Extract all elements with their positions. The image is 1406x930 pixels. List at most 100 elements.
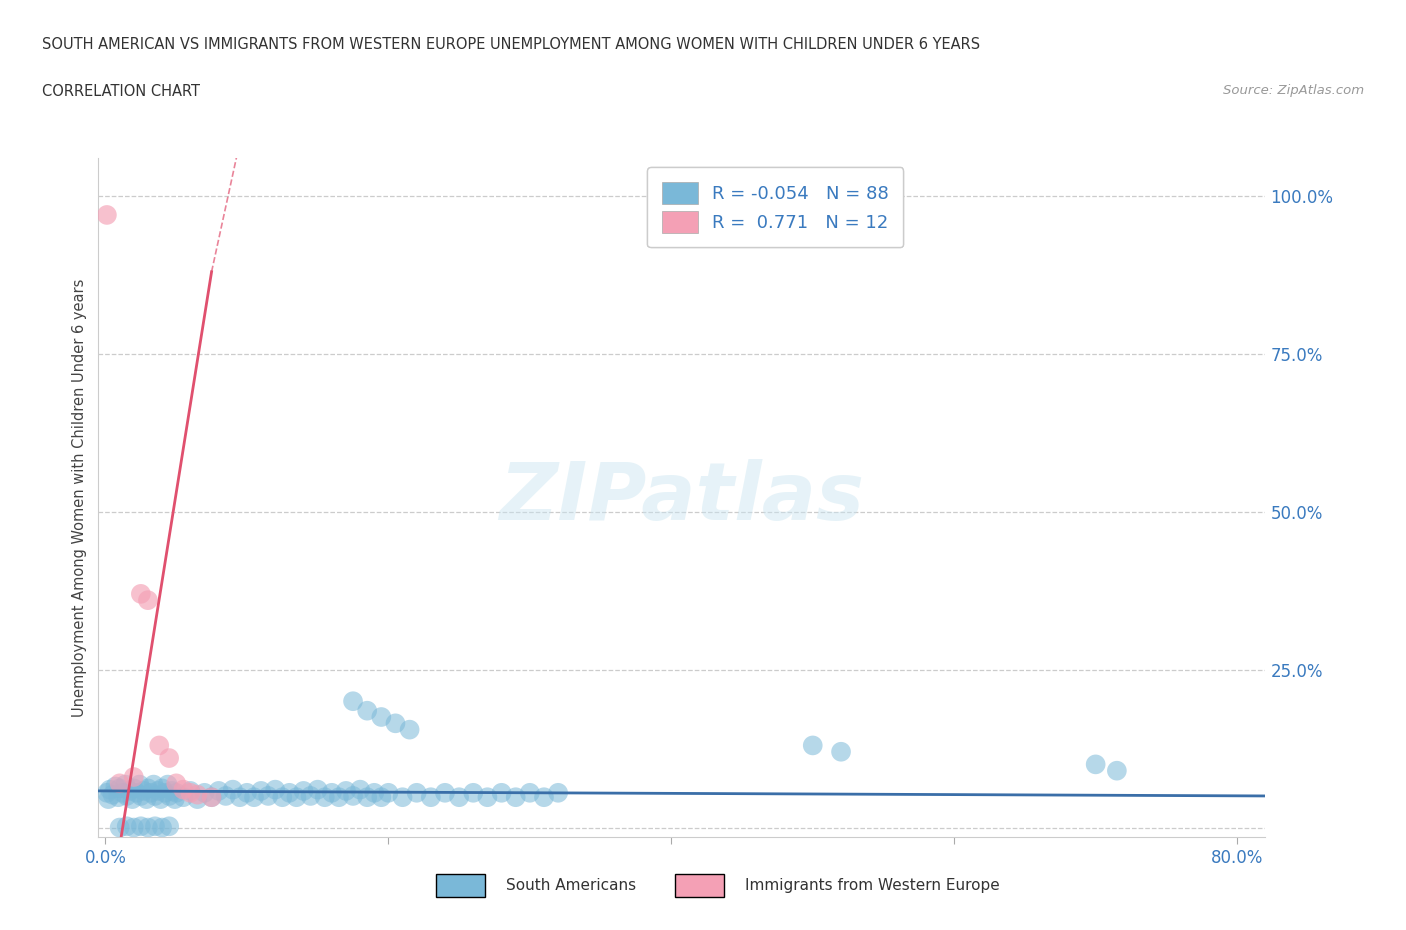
Point <box>215 789 238 804</box>
Text: Source: ZipAtlas.com: Source: ZipAtlas.com <box>1223 84 1364 97</box>
Point <box>193 785 215 800</box>
Point <box>1084 757 1107 772</box>
Point <box>129 789 152 804</box>
Point <box>114 777 136 792</box>
Point <box>342 789 364 804</box>
Point <box>96 785 118 800</box>
Point <box>264 782 287 797</box>
Point <box>122 781 145 796</box>
Point <box>285 790 308 804</box>
Point <box>160 783 183 798</box>
Point <box>335 783 357 798</box>
Point <box>150 820 173 835</box>
Point <box>157 818 180 833</box>
Point <box>356 790 378 804</box>
Point <box>463 785 485 800</box>
Point <box>165 776 187 790</box>
Point <box>342 694 364 709</box>
Point <box>135 791 157 806</box>
Point <box>157 789 180 804</box>
Point <box>156 777 179 792</box>
Point <box>314 790 336 804</box>
Point <box>363 785 385 800</box>
Text: SOUTH AMERICAN VS IMMIGRANTS FROM WESTERN EUROPE UNEMPLOYMENT AMONG WOMEN WITH C: SOUTH AMERICAN VS IMMIGRANTS FROM WESTER… <box>42 37 980 52</box>
Point <box>200 790 222 804</box>
Point <box>271 790 294 804</box>
Point <box>433 785 456 800</box>
Point <box>533 790 555 804</box>
Point <box>139 785 162 800</box>
Point <box>547 785 569 800</box>
Point <box>208 783 231 798</box>
Point <box>186 788 208 803</box>
Point <box>419 790 441 804</box>
Point <box>136 781 159 796</box>
Point <box>157 751 180 765</box>
Point <box>172 790 194 804</box>
Point <box>179 785 201 800</box>
Point <box>405 785 427 800</box>
Point <box>384 716 406 731</box>
Point <box>132 783 155 798</box>
Point <box>477 790 499 804</box>
Point <box>278 785 301 800</box>
Point <box>519 785 541 800</box>
Point <box>149 791 172 806</box>
Point <box>1105 764 1128 778</box>
Point <box>118 783 141 798</box>
Point <box>186 791 208 806</box>
Point <box>391 790 413 804</box>
Point <box>165 785 187 800</box>
Y-axis label: Unemployment Among Women with Children Under 6 years: Unemployment Among Women with Children U… <box>72 278 87 717</box>
Point <box>222 782 245 797</box>
Point <box>830 744 852 759</box>
Point <box>370 790 392 804</box>
Point <box>148 738 170 753</box>
Point <box>108 820 131 835</box>
Point <box>104 779 127 794</box>
Point <box>299 789 322 804</box>
Text: Immigrants from Western Europe: Immigrants from Western Europe <box>745 878 1000 893</box>
Point <box>328 790 350 804</box>
Point <box>153 785 176 800</box>
Point <box>108 781 131 796</box>
Point <box>236 785 259 800</box>
Point <box>122 820 145 835</box>
Point <box>398 723 420 737</box>
Point <box>200 790 222 804</box>
Point <box>108 776 131 790</box>
Point <box>172 782 194 797</box>
Point <box>98 782 121 797</box>
Point <box>115 789 138 804</box>
Point <box>122 769 145 784</box>
Point <box>449 790 471 804</box>
Point <box>128 777 150 792</box>
Point <box>136 820 159 835</box>
Point <box>292 783 315 798</box>
Point <box>115 818 138 833</box>
Point <box>179 783 201 798</box>
Point <box>377 785 399 800</box>
Text: South Americans: South Americans <box>506 878 637 893</box>
Point <box>229 790 252 804</box>
Point <box>250 783 273 798</box>
Point <box>143 818 166 833</box>
Point <box>125 785 148 800</box>
Point <box>163 791 186 806</box>
Point <box>101 788 124 803</box>
Point <box>307 782 329 797</box>
Point <box>150 781 173 796</box>
Point <box>257 789 280 804</box>
Point <box>801 738 824 753</box>
Point <box>356 703 378 718</box>
Point <box>129 818 152 833</box>
Point <box>243 790 266 804</box>
Point <box>136 592 159 607</box>
Point <box>129 587 152 602</box>
Point <box>349 782 371 797</box>
Text: ZIPatlas: ZIPatlas <box>499 458 865 537</box>
Point <box>121 791 143 806</box>
Point <box>321 785 343 800</box>
Point <box>107 790 129 804</box>
Point <box>505 790 527 804</box>
